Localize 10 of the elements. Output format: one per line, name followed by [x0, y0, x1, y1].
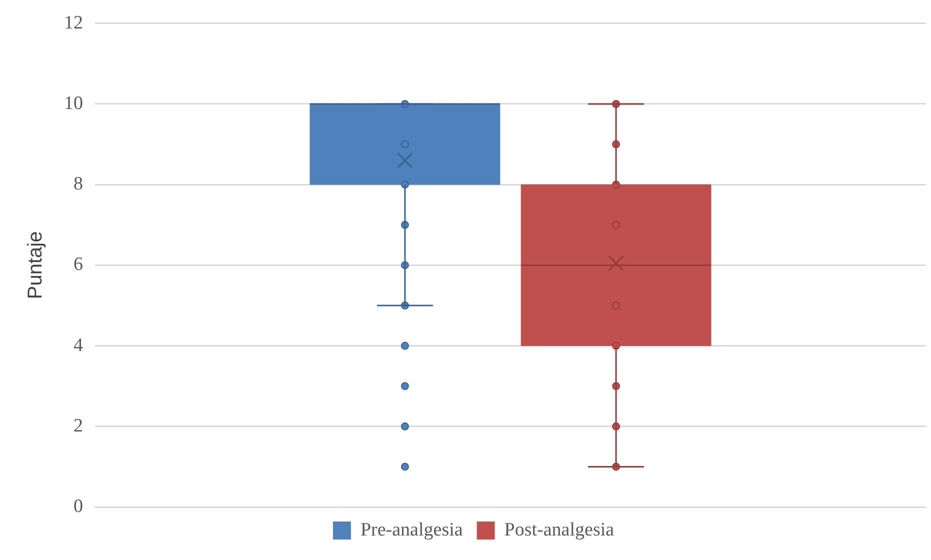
- y-axis-title: Puntaje: [24, 231, 47, 300]
- y-tick-label: 12: [64, 12, 83, 34]
- y-tick-label: 10: [64, 92, 83, 114]
- y-tick-label: 8: [74, 174, 83, 195]
- y-tick-label: 2: [74, 415, 83, 436]
- y-tick-label: 0: [74, 496, 83, 517]
- y-tick-label: 4: [74, 334, 84, 356]
- legend-label: Post-analgesia: [504, 519, 615, 540]
- y-tick-label: 6: [74, 254, 83, 276]
- legend-label: Pre-analgesia: [360, 519, 464, 540]
